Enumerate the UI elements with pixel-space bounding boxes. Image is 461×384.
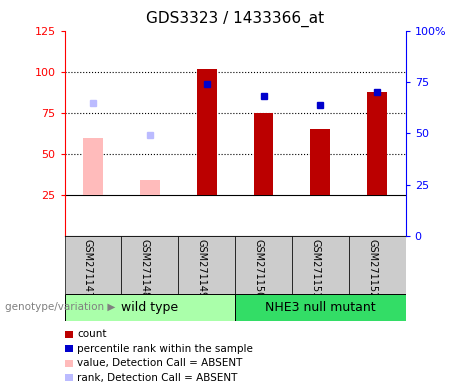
- Text: GSM271151: GSM271151: [310, 239, 320, 298]
- Bar: [292, 236, 349, 294]
- Bar: [349, 236, 406, 294]
- Bar: [197, 68, 217, 195]
- Text: NHE3 null mutant: NHE3 null mutant: [265, 301, 376, 314]
- Text: GSM271147: GSM271147: [83, 239, 93, 298]
- Bar: [178, 236, 235, 294]
- Text: GSM271149: GSM271149: [197, 239, 207, 298]
- Title: GDS3323 / 1433366_at: GDS3323 / 1433366_at: [146, 10, 324, 26]
- Text: percentile rank within the sample: percentile rank within the sample: [77, 344, 254, 354]
- Text: GSM271148: GSM271148: [140, 239, 150, 298]
- Bar: [65, 236, 121, 294]
- Text: wild type: wild type: [121, 301, 178, 314]
- Text: genotype/variation ▶: genotype/variation ▶: [5, 302, 115, 312]
- Text: rank, Detection Call = ABSENT: rank, Detection Call = ABSENT: [77, 373, 238, 383]
- Bar: [121, 236, 178, 294]
- Bar: [254, 113, 273, 195]
- Text: count: count: [77, 329, 107, 339]
- Bar: [83, 137, 103, 195]
- Text: value, Detection Call = ABSENT: value, Detection Call = ABSENT: [77, 358, 243, 368]
- Bar: [367, 91, 387, 195]
- Bar: [310, 129, 331, 195]
- Text: GSM271150: GSM271150: [254, 239, 264, 298]
- Bar: [140, 180, 160, 195]
- Bar: [65, 294, 235, 321]
- Bar: [235, 236, 292, 294]
- Bar: [235, 294, 406, 321]
- Text: GSM271152: GSM271152: [367, 239, 377, 298]
